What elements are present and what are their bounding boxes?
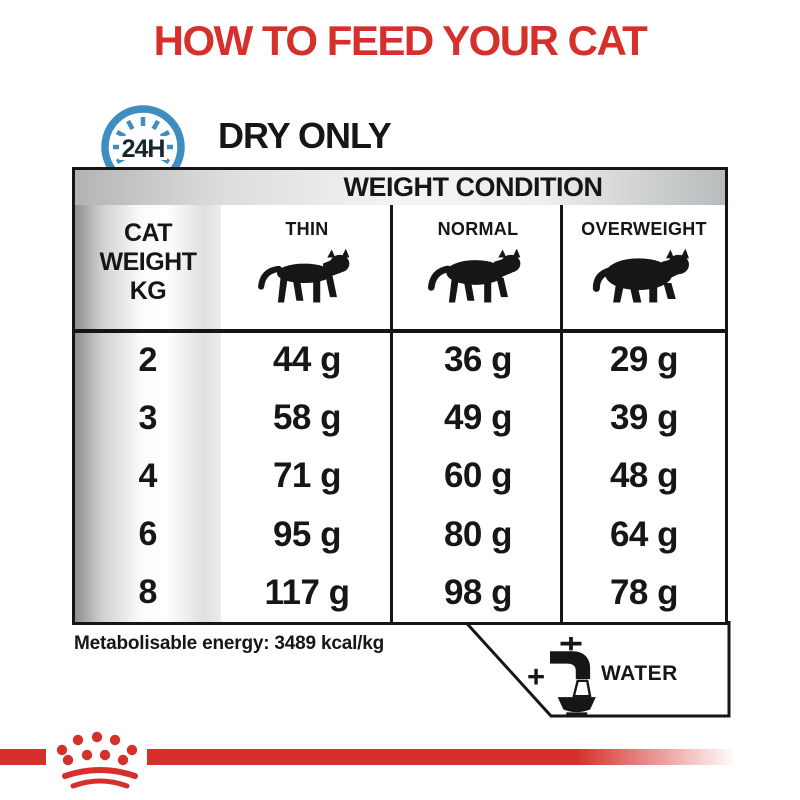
column-divider	[560, 205, 563, 622]
table-header-weight-condition: WEIGHT CONDITION	[75, 170, 725, 205]
portion-value: 39 g	[609, 398, 679, 438]
portion-value: 98 g	[443, 572, 513, 612]
cat-weight-value: 8	[138, 573, 158, 612]
condition-label: OVERWEIGHT	[581, 219, 707, 239]
cat-weight-column-header: CAT WEIGHT KG	[75, 205, 221, 331]
overweight-cat-icon	[592, 248, 689, 303]
portion-value: 117 g	[264, 572, 350, 612]
normal-cat-icon	[427, 248, 521, 303]
portion-value: 49 g	[443, 398, 513, 438]
cat-weight-value: 3	[138, 398, 158, 437]
portion-value: 95 g	[272, 514, 342, 554]
portion-value: 71 g	[272, 456, 342, 496]
cat-weight-header-line: CAT	[123, 219, 173, 247]
portion-value: 80 g	[443, 514, 513, 554]
feeding-table: WEIGHT CONDITION CAT WEIGHT KG 2 3 4 6 8…	[72, 167, 728, 625]
clock-label: 24H	[122, 135, 165, 163]
faucet-and-bowl-icon	[550, 636, 596, 717]
24h-clock-icon: 24H	[101, 105, 185, 189]
portion-value: 48 g	[609, 456, 679, 496]
cat-weight-value: 2	[138, 340, 158, 379]
portion-value: 60 g	[443, 456, 513, 496]
condition-label: NORMAL	[437, 219, 519, 239]
royal-canin-crown-icon	[56, 731, 138, 789]
condition-columns: THIN NORMA	[221, 205, 725, 622]
brand-bar	[0, 749, 800, 765]
cat-weight-value: 4	[138, 457, 158, 495]
feeding-mode-label: DRY ONLY	[218, 115, 392, 156]
portion-value: 36 g	[443, 340, 513, 380]
cat-weight-header-line: KG	[129, 277, 167, 305]
column-divider	[390, 205, 393, 622]
portion-value: 78 g	[609, 572, 679, 612]
portion-value: 58 g	[272, 398, 342, 438]
portion-value: 64 g	[609, 514, 679, 554]
cat-weight-column: CAT WEIGHT KG 2 3 4 6 8	[75, 205, 221, 622]
cat-weight-value: 6	[138, 515, 158, 554]
header-separator-line	[75, 329, 725, 333]
column-header-thin: THIN	[221, 205, 393, 331]
column-header-overweight: OVERWEIGHT	[563, 205, 725, 331]
plus-sign: +	[526, 659, 546, 694]
water-label: WATER	[601, 662, 678, 685]
cat-weight-header-line: WEIGHT	[99, 248, 198, 276]
portion-value: 44 g	[272, 340, 342, 380]
column-header-normal: NORMAL	[393, 205, 563, 331]
condition-label: THIN	[285, 219, 329, 239]
page-title: HOW TO FEED YOUR CAT	[153, 17, 648, 64]
portion-value: 29 g	[609, 340, 679, 380]
thin-cat-icon	[258, 248, 350, 303]
metabolisable-energy-note: Metabolisable energy: 3489 kcal/kg	[74, 633, 385, 654]
